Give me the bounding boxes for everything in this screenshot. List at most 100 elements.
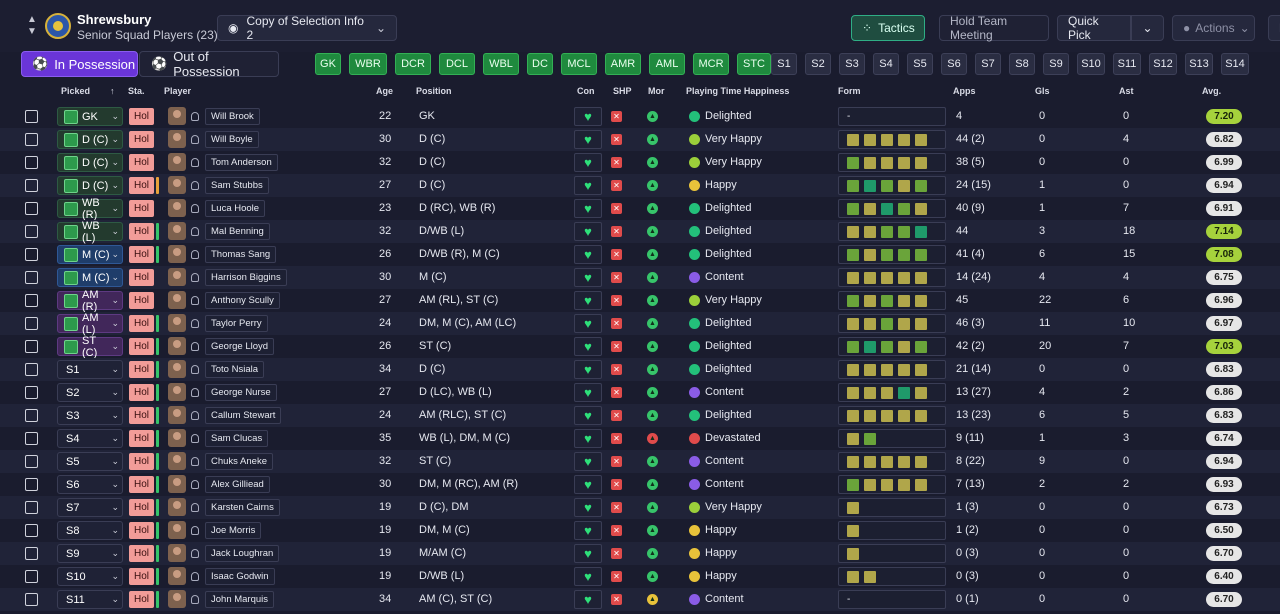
lock-icon[interactable]	[191, 526, 199, 535]
select-checkbox[interactable]	[25, 501, 38, 514]
picked-position-select[interactable]: AM (R) ⌄	[57, 289, 123, 313]
lock-icon[interactable]	[191, 112, 199, 121]
select-checkbox[interactable]	[25, 156, 38, 169]
status-badge[interactable]: Hol	[129, 568, 154, 585]
lock-icon[interactable]	[191, 342, 199, 351]
sub-filter-s5[interactable]: S5	[907, 53, 933, 75]
picked-position-select[interactable]: S10 ⌄	[57, 567, 123, 586]
picked-position-select[interactable]: S11 ⌄	[57, 590, 123, 609]
picked-position-select[interactable]: S8 ⌄	[57, 521, 123, 540]
lock-icon[interactable]	[191, 411, 199, 420]
player-name[interactable]: John Marquis	[205, 591, 275, 608]
sub-filter-s6[interactable]: S6	[941, 53, 967, 75]
player-name[interactable]: Callum Stewart	[205, 407, 282, 424]
picked-position-select[interactable]: D (C) ⌄	[57, 130, 123, 149]
col-gls[interactable]: Gls	[1035, 86, 1050, 96]
sort-arrow-icon[interactable]: ↑	[110, 86, 115, 96]
position-filter-dc[interactable]: DC	[527, 53, 553, 75]
col-apps[interactable]: Apps	[953, 86, 976, 96]
table-row[interactable]: S1 ⌄ Hol Toto Nsiala 34 D (C) ♥ ✕ ▲ Deli…	[0, 358, 1280, 381]
col-position[interactable]: Position	[416, 86, 452, 96]
col-ast[interactable]: Ast	[1119, 86, 1134, 96]
sub-filter-s11[interactable]: S11	[1113, 53, 1141, 75]
player-name[interactable]: Toto Nsiala	[205, 361, 264, 378]
table-row[interactable]: WB (R) ⌄ Hol Luca Hoole 23 D (RC), WB (R…	[0, 197, 1280, 221]
lock-icon[interactable]	[191, 434, 199, 443]
lock-icon[interactable]	[191, 181, 199, 190]
status-badge[interactable]: Hol	[129, 315, 154, 332]
picked-position-select[interactable]: WB (L) ⌄	[57, 220, 123, 244]
player-name[interactable]: Luca Hoole	[205, 200, 266, 217]
col-mor[interactable]: Mor	[648, 86, 665, 96]
select-checkbox[interactable]	[25, 409, 38, 422]
sub-filter-s1[interactable]: S1	[771, 53, 797, 75]
select-checkbox[interactable]	[25, 386, 38, 399]
select-checkbox[interactable]	[25, 593, 38, 606]
select-checkbox[interactable]	[25, 202, 38, 215]
lock-icon[interactable]	[191, 365, 199, 374]
position-filter-dcl[interactable]: DCL	[439, 53, 475, 75]
table-row[interactable]: S11 ⌄ Hol John Marquis 34 AM (C), ST (C)…	[0, 588, 1280, 611]
status-badge[interactable]: Hol	[129, 407, 154, 424]
player-name[interactable]: Alex Gilliead	[205, 476, 270, 493]
picked-position-select[interactable]: AM (L) ⌄	[57, 312, 123, 336]
table-row[interactable]: S3 ⌄ Hol Callum Stewart 24 AM (RLC), ST …	[0, 404, 1280, 427]
player-name[interactable]: Harrison Biggins	[205, 269, 287, 286]
select-checkbox[interactable]	[25, 570, 38, 583]
player-name[interactable]: Taylor Perry	[205, 315, 268, 332]
select-checkbox[interactable]	[25, 225, 38, 238]
select-checkbox[interactable]	[25, 547, 38, 560]
player-name[interactable]: George Nurse	[205, 384, 277, 401]
status-badge[interactable]: Hol	[129, 154, 154, 171]
lock-icon[interactable]	[191, 572, 199, 581]
status-badge[interactable]: Hol	[129, 108, 154, 125]
status-badge[interactable]: Hol	[129, 200, 154, 217]
select-checkbox[interactable]	[25, 271, 38, 284]
status-badge[interactable]: Hol	[129, 453, 154, 470]
status-badge[interactable]: Hol	[129, 223, 154, 240]
select-checkbox[interactable]	[25, 317, 38, 330]
picked-position-select[interactable]: S2 ⌄	[57, 383, 123, 402]
position-filter-gk[interactable]: GK	[315, 53, 341, 75]
table-row[interactable]: D (C) ⌄ Hol Sam Stubbs 27 D (C) ♥ ✕ ▲ Ha…	[0, 174, 1280, 197]
col-form[interactable]: Form	[838, 86, 861, 96]
table-row[interactable]: M (C) ⌄ Hol Thomas Sang 26 D/WB (R), M (…	[0, 243, 1280, 266]
lock-icon[interactable]	[191, 135, 199, 144]
lock-icon[interactable]	[191, 296, 199, 305]
player-name[interactable]: Will Boyle	[205, 131, 259, 148]
lock-icon[interactable]	[191, 549, 199, 558]
position-filter-wbl[interactable]: WBL	[483, 53, 519, 75]
lock-icon[interactable]	[191, 158, 199, 167]
position-filter-stc[interactable]: STC	[737, 53, 771, 75]
picked-position-select[interactable]: S1 ⌄	[57, 360, 123, 379]
col-avg[interactable]: Avg.	[1202, 86, 1222, 96]
table-row[interactable]: S9 ⌄ Hol Jack Loughran 19 M/AM (C) ♥ ✕ ▲…	[0, 542, 1280, 565]
status-badge[interactable]: Hol	[129, 545, 154, 562]
player-name[interactable]: Will Brook	[205, 108, 260, 125]
select-checkbox[interactable]	[25, 294, 38, 307]
picked-position-select[interactable]: WB (R) ⌄	[57, 197, 123, 221]
picked-position-select[interactable]: S5 ⌄	[57, 452, 123, 471]
player-name[interactable]: Chuks Aneke	[205, 453, 273, 470]
sub-filter-s13[interactable]: S13	[1185, 53, 1213, 75]
sub-filter-s4[interactable]: S4	[873, 53, 899, 75]
sub-filter-s14[interactable]: S14	[1221, 53, 1249, 75]
tactics-button[interactable]: ⁘ Tactics	[851, 15, 925, 41]
position-filter-mcr[interactable]: MCR	[693, 53, 729, 75]
picked-position-select[interactable]: S6 ⌄	[57, 475, 123, 494]
lock-icon[interactable]	[191, 480, 199, 489]
view-select[interactable]: ◉ Copy of Selection Info 2 ⌄	[217, 14, 397, 42]
select-checkbox[interactable]	[25, 524, 38, 537]
position-filter-mcl[interactable]: MCL	[561, 53, 597, 75]
player-name[interactable]: Tom Anderson	[205, 154, 278, 171]
player-name[interactable]: Karsten Cairns	[205, 499, 280, 516]
col-sta[interactable]: Sta.	[128, 86, 145, 96]
table-row[interactable]: D (C) ⌄ Hol Tom Anderson 32 D (C) ♥ ✕ ▲ …	[0, 151, 1280, 174]
col-shp[interactable]: SHP	[613, 86, 632, 96]
table-row[interactable]: AM (R) ⌄ Hol Anthony Scully 27 AM (RL), …	[0, 289, 1280, 313]
select-checkbox[interactable]	[25, 478, 38, 491]
lock-icon[interactable]	[191, 273, 199, 282]
picked-position-select[interactable]: D (C) ⌄	[57, 176, 123, 195]
table-row[interactable]: GK ⌄ Hol Will Brook 22 GK ♥ ✕ ▲ Delighte…	[0, 105, 1280, 128]
sub-filter-s12[interactable]: S12	[1149, 53, 1177, 75]
